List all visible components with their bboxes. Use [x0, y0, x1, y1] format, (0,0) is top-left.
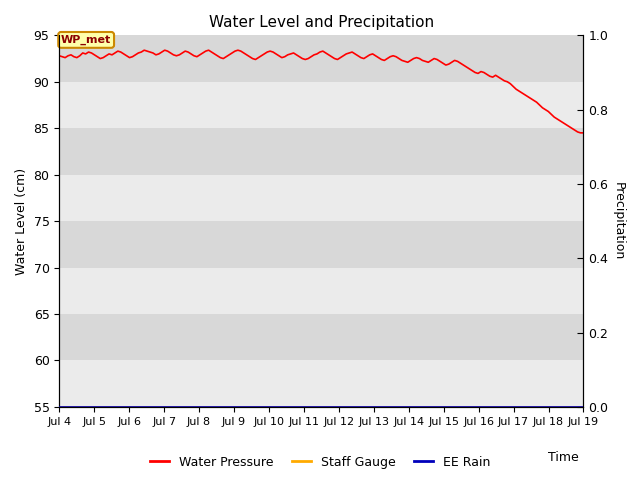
- Bar: [60, 36, 584, 82]
- Bar: [60, 267, 584, 314]
- Bar: [60, 82, 584, 128]
- Title: Water Level and Precipitation: Water Level and Precipitation: [209, 15, 434, 30]
- Y-axis label: Water Level (cm): Water Level (cm): [15, 168, 28, 275]
- Bar: [60, 221, 584, 267]
- Bar: [60, 175, 584, 221]
- Y-axis label: Precipitation: Precipitation: [612, 182, 625, 260]
- Legend: Water Pressure, Staff Gauge, EE Rain: Water Pressure, Staff Gauge, EE Rain: [145, 451, 495, 474]
- Text: Time: Time: [548, 451, 579, 464]
- Bar: [60, 128, 584, 175]
- Bar: [60, 360, 584, 407]
- Bar: [60, 314, 584, 360]
- Text: WP_met: WP_met: [61, 35, 111, 45]
